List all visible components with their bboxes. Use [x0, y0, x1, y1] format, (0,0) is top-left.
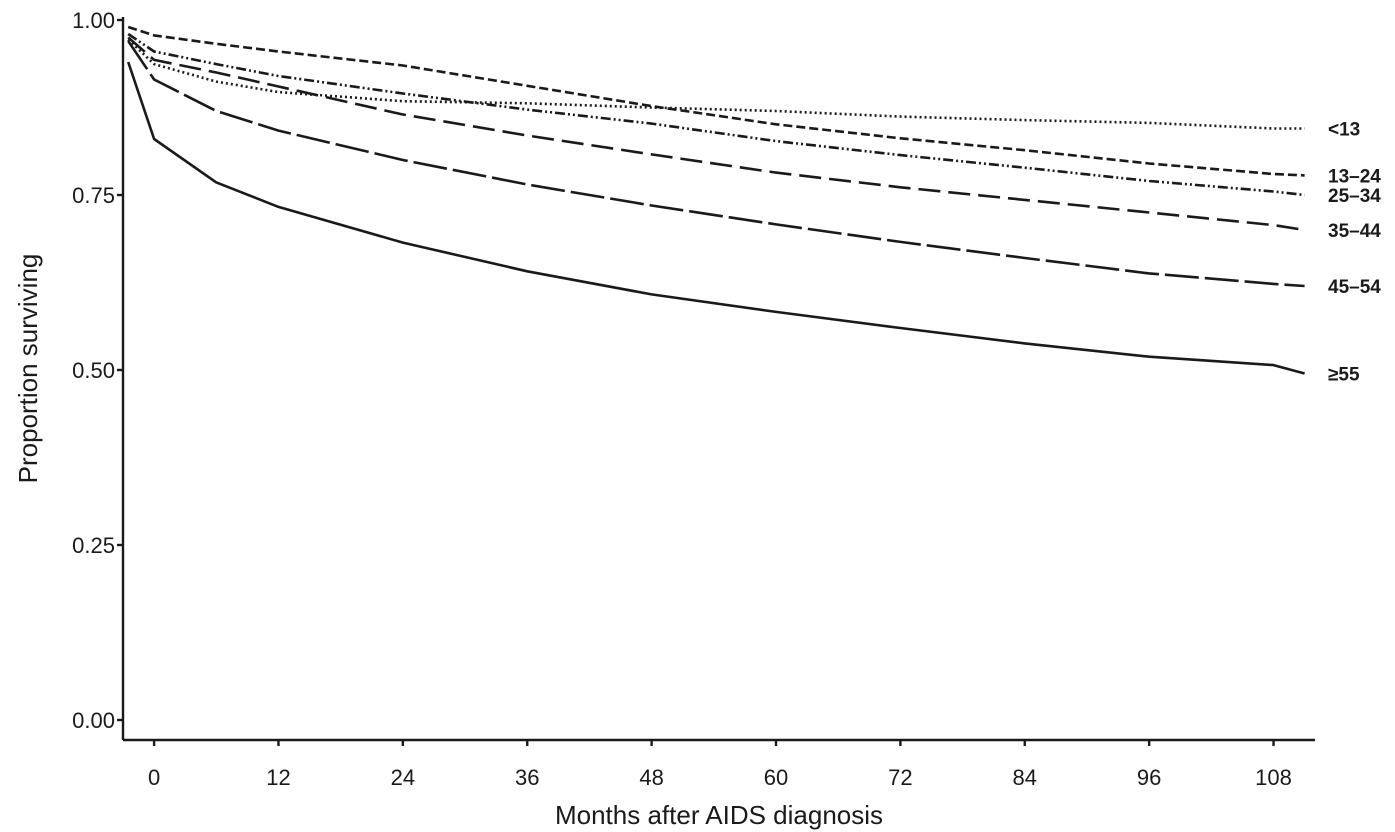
x-tick-label: 48 [639, 765, 663, 790]
x-tick-label: 24 [391, 765, 415, 790]
x-axis-ticks: 0 12 24 36 48 60 72 84 96 108 [148, 740, 1292, 790]
series-line-1 [127, 25, 1305, 177]
y-tick-label: 0.00 [72, 708, 115, 733]
x-tick-label: 12 [266, 765, 290, 790]
y-axis-ticks: 0.00 0.25 0.50 0.75 1.00 [72, 8, 123, 733]
y-tick-label: 0.75 [72, 183, 115, 208]
series-label-4: 45–54 [1328, 277, 1381, 298]
axes [121, 17, 1315, 742]
x-tick-label: 72 [888, 765, 912, 790]
series-line-5 [126, 61, 1305, 375]
x-tick-label: 96 [1137, 765, 1161, 790]
x-tick-label: 0 [148, 765, 160, 790]
x-tick-label: 60 [764, 765, 788, 790]
series-label-1: 13–24 [1328, 166, 1381, 187]
series-line-0 [127, 38, 1305, 130]
y-axis-title: Proportion surviving [13, 254, 43, 484]
series-line-2 [127, 32, 1305, 197]
series-label-0: <13 [1328, 120, 1360, 141]
series-line-3 [127, 36, 1305, 232]
series-lines [126, 25, 1305, 375]
x-tick-label: 36 [515, 765, 539, 790]
series-label-2: 25–34 [1328, 186, 1381, 207]
x-axis-title: Months after AIDS diagnosis [555, 800, 883, 830]
y-tick-label: 0.50 [72, 358, 115, 383]
y-tick-label: 0.25 [72, 533, 115, 558]
x-tick-label: 84 [1013, 765, 1037, 790]
x-tick-label: 108 [1255, 765, 1292, 790]
series-label-3: 35–44 [1328, 221, 1381, 242]
series-label-5: ≥55 [1328, 365, 1360, 386]
y-tick-label: 1.00 [72, 8, 115, 33]
series-line-4 [127, 40, 1305, 288]
